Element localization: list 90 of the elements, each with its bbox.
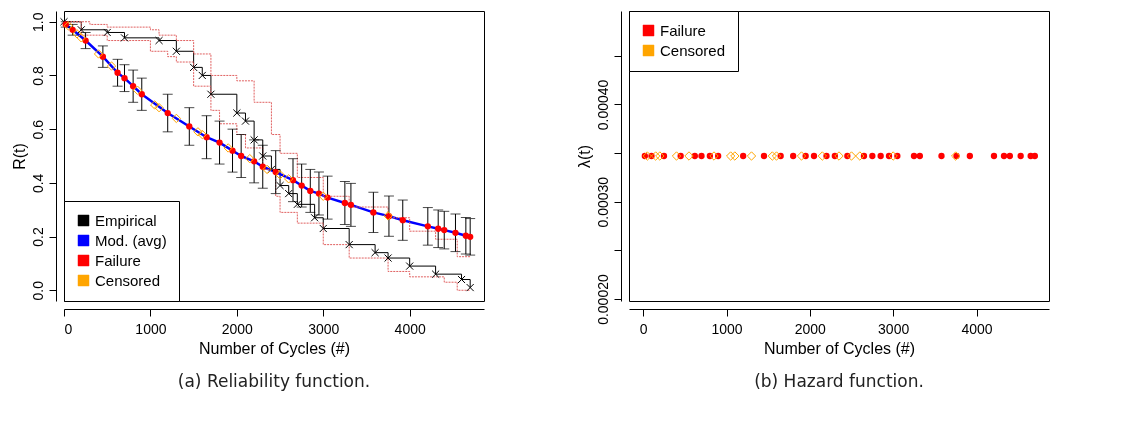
legend-label: Censored	[95, 271, 161, 289]
y-axis-title: R(t)	[10, 143, 28, 170]
point	[106, 61, 117, 71]
point	[298, 182, 305, 189]
point	[431, 270, 440, 279]
point	[120, 33, 129, 42]
point	[341, 199, 349, 207]
y-axis-title: λ(t)	[575, 144, 593, 169]
point	[318, 191, 328, 201]
y-tick-label: 0.6	[29, 119, 46, 140]
point	[241, 117, 250, 126]
x-tick-label: 4000	[961, 320, 993, 337]
point	[172, 47, 181, 56]
point	[457, 275, 466, 284]
text: (b) Hazard function.	[754, 371, 924, 391]
x-tick-label: 2000	[221, 320, 254, 337]
point	[370, 209, 377, 216]
point	[121, 74, 128, 82]
point	[63, 21, 73, 31]
point	[103, 28, 112, 37]
point	[466, 283, 475, 292]
point	[441, 226, 448, 234]
point	[452, 229, 459, 236]
point	[284, 189, 293, 198]
point	[171, 113, 182, 124]
point	[307, 187, 314, 195]
point	[77, 25, 86, 34]
y-tick-label: 1.0	[29, 12, 46, 32]
point	[164, 109, 171, 117]
x-tick-label: 4000	[394, 320, 426, 337]
point	[238, 152, 245, 160]
legend-label: Failure	[660, 21, 706, 39]
point	[206, 90, 215, 99]
legend-label: Censored	[660, 41, 726, 59]
point	[93, 49, 104, 59]
point	[193, 127, 203, 137]
point	[347, 201, 355, 209]
point	[262, 164, 272, 175]
point	[319, 224, 328, 233]
point	[345, 240, 354, 249]
point	[216, 139, 223, 146]
point	[250, 135, 259, 144]
point	[384, 254, 393, 263]
x-tick-label: 2000	[794, 320, 827, 337]
y-tick-label: 0.00020	[594, 274, 611, 325]
text: (a) Reliability function.	[177, 371, 371, 391]
point	[284, 174, 294, 184]
point	[405, 262, 414, 271]
x-tick-label: 3000	[308, 320, 340, 337]
y-tick-label: 0.00040	[594, 79, 611, 131]
point	[154, 102, 164, 113]
point	[371, 248, 380, 257]
x-tick-label: 1000	[135, 320, 167, 337]
point	[155, 36, 164, 45]
y-tick-label: 0.2	[29, 227, 46, 247]
point	[129, 83, 137, 90]
point	[276, 181, 285, 190]
point	[245, 154, 255, 164]
point	[138, 91, 145, 98]
x-tick-label: 0	[64, 320, 73, 337]
point	[132, 85, 143, 95]
legend-label: Failure	[95, 251, 141, 269]
point	[467, 233, 474, 240]
point	[275, 170, 285, 180]
y-tick-label: 0.8	[29, 66, 46, 86]
y-tick-label: 0.0	[29, 280, 46, 301]
x-axis-title: Number of Cycles (#)	[763, 339, 916, 357]
point	[197, 129, 207, 140]
point	[150, 100, 160, 110]
point	[114, 69, 121, 76]
x-tick-label: 3000	[878, 320, 910, 337]
legend-label: Mod. (avg)	[95, 231, 167, 249]
point	[232, 109, 241, 118]
point	[189, 63, 198, 72]
x-tick-label: 0	[639, 320, 648, 337]
y-tick-label: 0.4	[29, 173, 46, 194]
point	[76, 33, 86, 43]
x-tick-label: 1000	[711, 320, 743, 337]
legend-label: Empirical	[95, 211, 157, 229]
point	[258, 151, 267, 161]
point	[424, 223, 431, 230]
point	[59, 17, 69, 26]
point	[72, 29, 82, 39]
x-axis-title: Number of Cycles (#)	[198, 339, 351, 357]
y-tick-label: 0.00030	[594, 176, 611, 228]
point	[435, 225, 442, 232]
point	[198, 71, 207, 80]
point	[186, 123, 193, 130]
point	[223, 143, 233, 153]
point	[399, 217, 406, 224]
